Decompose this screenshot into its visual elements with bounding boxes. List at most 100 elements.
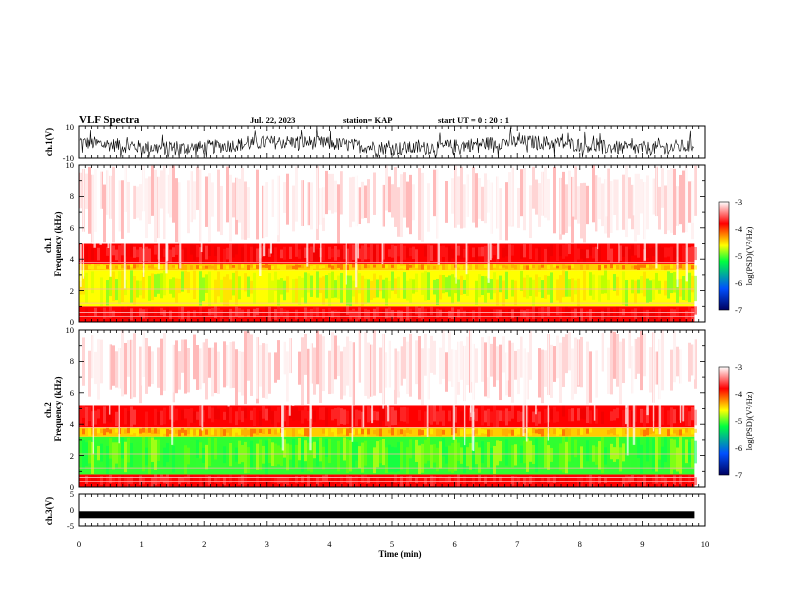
spectrogram-cell: [598, 309, 601, 322]
spectrogram-cell: [508, 440, 511, 471]
spectrogram-cell: [367, 476, 370, 484]
spectrogram-cell: [313, 410, 316, 423]
spectrogram-cell: [598, 264, 601, 271]
spectrogram-cell: [568, 428, 571, 436]
spectrogram-cell: [517, 307, 520, 321]
spectrogram-cell: [247, 331, 250, 381]
spectrogram-cell: [586, 249, 589, 259]
spectrogram-cell: [163, 264, 166, 269]
spectrogram-cell: [214, 406, 217, 420]
spectrogram-cell: [358, 264, 361, 270]
spectrogram-cell: [562, 264, 565, 269]
ch1-waveform-panel: 10 -10 ch.1(V): [44, 122, 706, 163]
spectrogram-cell: [232, 440, 235, 472]
spectrogram-cell: [445, 428, 448, 434]
ch1-waveform-line: [79, 127, 694, 159]
spectrogram-cell: [391, 446, 394, 472]
spectrogram-cell: [604, 308, 607, 320]
spectrogram-cell: [154, 245, 157, 255]
spectrogram-cell: [262, 343, 265, 398]
spectrogram-cell: [364, 243, 367, 260]
spectrogram-cell: [289, 429, 292, 436]
spectrogram-cell: [181, 271, 184, 292]
spectrogram-cell: [640, 247, 643, 263]
spectrogram-cell: [553, 428, 556, 435]
spectrogram-cell: [466, 245, 469, 261]
spectrogram-cell: [331, 310, 334, 318]
spectrogram-cell: [265, 278, 268, 305]
spectrogram-cell: [421, 172, 424, 242]
spectrogram-cell: [115, 477, 118, 485]
spectrogram-cell: [580, 336, 583, 388]
spectrogram-cell: [316, 264, 319, 270]
spectrogram-cell: [409, 429, 412, 434]
spectrogram-cell: [547, 246, 550, 261]
spectrogram-cell: [313, 265, 316, 269]
spectrogram-cell: [508, 429, 511, 434]
spectrogram-cell: [106, 265, 109, 269]
spectrogram-cell: [442, 245, 445, 257]
spectrogram-cell: [634, 265, 637, 270]
spectrogram-cell: [370, 244, 373, 263]
spectrogram-cell: [103, 447, 106, 474]
spectrogram-cell: [490, 343, 493, 377]
spectrogram-cell: [565, 271, 568, 297]
spectrogram-cell: [514, 350, 517, 380]
spectrogram-cell: [307, 273, 310, 293]
spectrogram-cell: [652, 438, 655, 472]
spectrogram-cell: [217, 475, 220, 484]
spectrogram-cell: [157, 476, 160, 484]
spectrogram-cell: [514, 444, 517, 466]
spectrogram-cell: [493, 246, 496, 256]
spectrogram-cell: [271, 429, 274, 434]
spectrogram-cell: [538, 277, 541, 292]
spectrogram-cell: [466, 336, 469, 386]
spectrogram-cell: [667, 429, 670, 437]
spectrogram-cell: [286, 265, 289, 270]
spectrogram-cell: [295, 243, 298, 257]
spectrogram-cell: [136, 186, 139, 218]
spectrogram-cell: [178, 351, 181, 390]
spectrogram-cell: [244, 407, 247, 419]
spectrogram-cell: [298, 276, 301, 305]
spectrogram-cell: [589, 264, 592, 269]
spectrogram-cell: [628, 249, 631, 263]
spectrogram-cell: [292, 249, 295, 263]
spectrogram-cell: [586, 185, 589, 225]
spectrogram-cell: [220, 444, 223, 461]
spectrogram-cell: [373, 476, 376, 484]
spectrogram-cell: [430, 278, 433, 302]
spectrogram-cell: [412, 246, 415, 260]
spectrogram-cell: [403, 430, 406, 437]
spectrogram-cell: [472, 310, 475, 321]
spectrogram-cell: [253, 174, 256, 218]
spectrogram-cell: [130, 270, 133, 303]
spectrogram-cell: [181, 477, 184, 483]
spectrogram-cell: [622, 409, 625, 427]
spectrogram-cell: [391, 310, 394, 319]
spectrogram-cell: [304, 440, 307, 462]
spectrogram-cell: [514, 428, 517, 436]
spectrogram-cell: [517, 476, 520, 484]
spectrogram-cell: [664, 478, 667, 487]
spectrogram-cell: [160, 264, 163, 270]
spectrogram-cell: [400, 441, 403, 470]
spectrogram-cell: [448, 264, 451, 270]
spectrogram-cell: [142, 427, 145, 433]
spectrogram-cell: [88, 427, 91, 436]
spectrogram-cell: [520, 336, 523, 378]
spectrogram-cell: [424, 333, 427, 376]
spectrogram-cell: [325, 170, 328, 215]
spectrogram-cell: [178, 429, 181, 437]
spectrogram-cell: [643, 429, 646, 437]
spectrogram-cell: [517, 427, 520, 435]
spectrogram-cell: [262, 476, 265, 484]
spectrogram-cell: [175, 408, 178, 421]
spectrogram-cell: [421, 475, 424, 487]
spectrogram-cell: [667, 271, 670, 299]
spectrogram-cell: [271, 336, 274, 396]
spectrogram-cell: [685, 280, 688, 301]
spectrogram-cell: [613, 409, 616, 421]
spectrogram-cell: [427, 265, 430, 270]
spectrogram-cell: [637, 279, 640, 294]
